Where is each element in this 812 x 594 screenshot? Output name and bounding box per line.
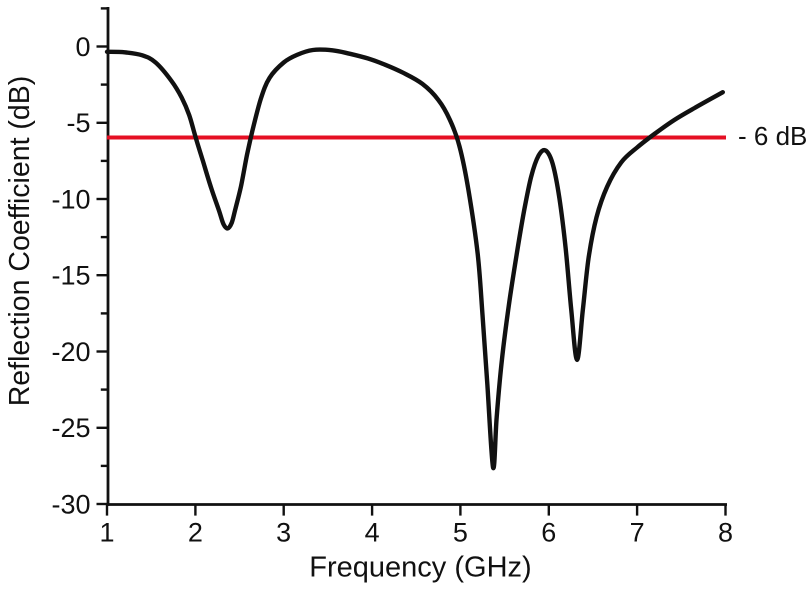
svg-text:1: 1	[99, 518, 114, 548]
svg-text:-15: -15	[51, 261, 90, 291]
svg-text:3: 3	[276, 518, 291, 548]
svg-text:-20: -20	[51, 337, 90, 367]
svg-text:Reflection Coefficient (dB): Reflection Coefficient (dB)	[4, 76, 36, 407]
svg-text:-5: -5	[66, 108, 90, 138]
svg-text:4: 4	[365, 518, 380, 548]
svg-text:-30: -30	[51, 489, 90, 519]
svg-text:7: 7	[630, 518, 645, 548]
svg-text:Frequency (GHz): Frequency (GHz)	[309, 552, 531, 584]
svg-text:5: 5	[453, 518, 468, 548]
svg-text:- 6 dB: - 6 dB	[738, 121, 807, 151]
svg-text:2: 2	[188, 518, 203, 548]
svg-text:-25: -25	[51, 413, 90, 443]
svg-text:0: 0	[75, 32, 90, 62]
svg-text:6: 6	[541, 518, 556, 548]
svg-text:8: 8	[718, 518, 733, 548]
svg-text:-10: -10	[51, 184, 90, 214]
